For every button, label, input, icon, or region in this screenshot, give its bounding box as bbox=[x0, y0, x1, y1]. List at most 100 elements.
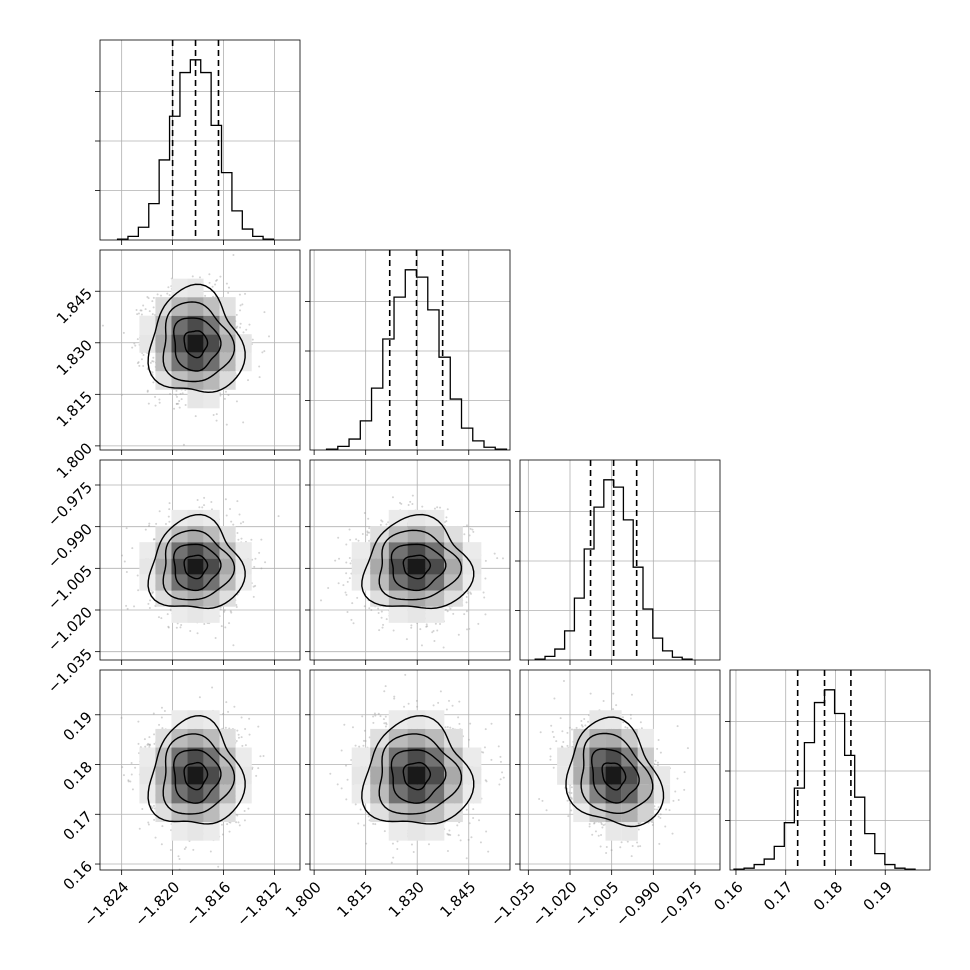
sample-point bbox=[372, 721, 375, 724]
sample-point bbox=[619, 846, 622, 849]
density-cell bbox=[407, 803, 426, 823]
sample-point bbox=[147, 602, 150, 605]
sample-point bbox=[133, 342, 136, 345]
density-cell bbox=[187, 315, 204, 335]
sample-point bbox=[235, 739, 238, 742]
density-cell bbox=[637, 784, 654, 804]
sample-point bbox=[168, 294, 171, 297]
sample-point bbox=[241, 744, 244, 747]
sample-point bbox=[167, 625, 170, 628]
sample-point bbox=[466, 628, 469, 631]
sample-point bbox=[194, 415, 197, 418]
contour-level-3 bbox=[162, 301, 236, 383]
sample-point bbox=[141, 808, 144, 811]
sample-point bbox=[498, 783, 501, 786]
sample-point bbox=[600, 823, 603, 826]
contour-level-4 bbox=[147, 714, 246, 825]
sample-point bbox=[125, 527, 128, 530]
sample-point bbox=[166, 613, 169, 616]
contour-level-1 bbox=[402, 761, 432, 791]
sample-point bbox=[384, 685, 387, 688]
sample-point bbox=[562, 741, 565, 744]
tick-marks-1-0 bbox=[95, 290, 275, 455]
sample-point bbox=[337, 582, 340, 585]
sample-point bbox=[415, 699, 418, 702]
sample-point bbox=[446, 610, 449, 613]
density-cell bbox=[444, 803, 463, 823]
sample-point bbox=[410, 624, 413, 627]
sample-point bbox=[615, 704, 618, 707]
sample-point bbox=[147, 821, 150, 824]
sample-point bbox=[151, 371, 154, 374]
sample-point bbox=[612, 708, 615, 711]
panel-frame-3-1 bbox=[309, 669, 511, 871]
y-tick-label: 1.845 bbox=[53, 285, 96, 328]
density-cell bbox=[388, 822, 408, 841]
density-cell bbox=[203, 315, 220, 335]
sample-point bbox=[120, 716, 123, 719]
sample-point bbox=[123, 560, 126, 563]
density-cell bbox=[187, 606, 204, 623]
density-cell bbox=[171, 822, 188, 841]
sample-point bbox=[160, 716, 163, 719]
sample-point bbox=[221, 833, 224, 836]
sample-point bbox=[384, 721, 387, 724]
contour-level-2 bbox=[172, 749, 222, 804]
sample-point bbox=[151, 360, 154, 363]
sample-point bbox=[471, 528, 474, 531]
sample-point bbox=[485, 780, 488, 783]
density-cell bbox=[589, 728, 606, 748]
x-tick-label: −1.824 bbox=[80, 878, 132, 930]
density-cell bbox=[462, 747, 482, 767]
sample-point bbox=[426, 625, 429, 628]
sample-point bbox=[361, 715, 364, 718]
sample-point bbox=[458, 700, 461, 703]
sample-point bbox=[233, 705, 236, 708]
density-cell bbox=[171, 606, 188, 623]
sample-point bbox=[142, 304, 145, 307]
sample-point bbox=[490, 758, 493, 761]
sample-point bbox=[637, 845, 640, 848]
density-cell bbox=[187, 803, 204, 823]
density-cell bbox=[573, 728, 590, 748]
sample-point bbox=[177, 855, 180, 858]
sample-point bbox=[175, 395, 178, 398]
sample-point bbox=[683, 788, 686, 791]
sample-point bbox=[588, 825, 591, 828]
density-cell bbox=[425, 766, 445, 785]
density-cell bbox=[637, 766, 654, 785]
sample-point bbox=[671, 832, 674, 835]
sample-point bbox=[235, 313, 238, 316]
contour-level-4 bbox=[147, 283, 246, 394]
y-tick-label: 0.16 bbox=[60, 857, 96, 893]
sample-point bbox=[456, 824, 459, 827]
sample-point bbox=[683, 771, 686, 774]
y-tick-label: 0.18 bbox=[60, 758, 96, 794]
sample-point bbox=[444, 726, 447, 729]
sample-point bbox=[349, 562, 352, 565]
sample-point bbox=[248, 733, 251, 736]
sample-point bbox=[465, 610, 468, 613]
sample-point bbox=[137, 742, 140, 745]
sample-point bbox=[629, 717, 632, 720]
sample-point bbox=[393, 697, 396, 700]
sample-point bbox=[436, 629, 439, 632]
sample-point bbox=[659, 813, 662, 816]
sample-point bbox=[568, 726, 571, 729]
sample-point bbox=[372, 715, 375, 718]
sample-point bbox=[130, 762, 133, 765]
sample-point bbox=[243, 819, 246, 822]
sample-point bbox=[154, 395, 157, 398]
sample-point bbox=[477, 622, 480, 625]
contour-level-2 bbox=[390, 749, 447, 804]
sample-point bbox=[465, 601, 468, 604]
sample-point bbox=[238, 824, 241, 827]
sample-point bbox=[432, 630, 435, 633]
sample-point bbox=[600, 834, 603, 837]
sample-point bbox=[561, 730, 564, 733]
sample-point bbox=[159, 451, 161, 453]
density-cell bbox=[235, 542, 252, 559]
sample-point bbox=[381, 626, 384, 629]
sample-point bbox=[160, 706, 163, 709]
sample-point bbox=[242, 331, 245, 334]
